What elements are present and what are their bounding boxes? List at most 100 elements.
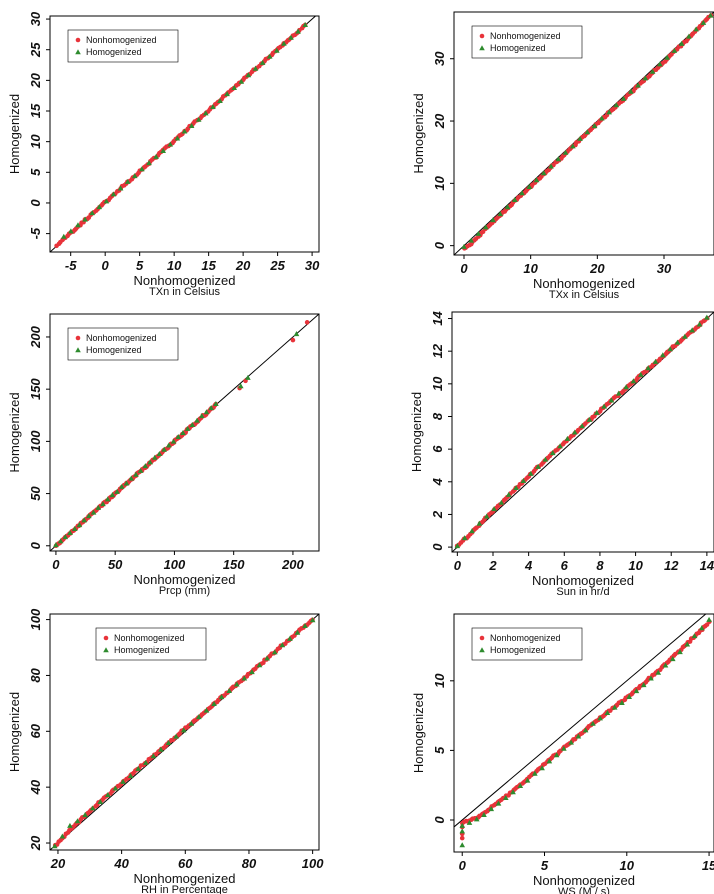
legend-box	[67, 327, 179, 361]
data-points	[454, 314, 710, 549]
homogenized-point	[264, 655, 270, 661]
homogenized-point	[245, 72, 252, 78]
y-axis-label: Homogenized	[409, 392, 424, 472]
homogenized-point	[684, 641, 691, 647]
homogenized-point	[137, 467, 144, 473]
y-tick-label: 4	[430, 477, 445, 486]
homogenized-point	[142, 463, 149, 469]
panel-prcp: 0 50 100 150 200050100150200NonhomogenizedPr…	[7, 313, 320, 597]
homogenized-point	[281, 40, 287, 46]
homogenized-point	[233, 681, 240, 687]
homogenized-point	[461, 535, 468, 541]
legend: Nonhomogenized Homogenized	[95, 627, 207, 661]
legend-homogenized-marker	[479, 45, 485, 51]
y-tick-label: 10	[28, 134, 43, 149]
legend-homogenized-label: Homogenized	[490, 645, 546, 655]
y-tick-label: 0	[430, 543, 445, 551]
homogenized-point	[81, 517, 87, 523]
y-axis-label: Homogenized	[411, 93, 426, 173]
homogenized-point	[110, 191, 117, 197]
homogenized-point	[502, 794, 509, 800]
homogenized-point	[532, 770, 538, 776]
homogenized-point	[524, 777, 531, 783]
y-tick-label: 14	[430, 311, 445, 326]
x-tick-label: 6	[561, 558, 569, 573]
homogenized-point	[620, 95, 627, 101]
homogenized-point	[674, 339, 681, 345]
homogenized-point	[82, 216, 88, 222]
y-tick-label: 60	[28, 723, 43, 738]
homogenized-point	[469, 528, 475, 534]
homogenized-point	[616, 390, 622, 396]
homogenized-point	[657, 61, 663, 67]
homogenized-point	[180, 727, 187, 733]
legend-homogenized-marker	[103, 647, 109, 653]
homogenized-point	[203, 110, 209, 116]
y-axis-label: Homogenized	[7, 692, 22, 772]
homogenized-point	[548, 163, 554, 169]
homogenized-point	[691, 633, 698, 639]
homogenized-point	[131, 173, 138, 179]
homogenized-point	[96, 204, 103, 210]
homogenized-point	[188, 720, 195, 726]
homogenized-point	[118, 483, 125, 489]
homogenized-point	[535, 463, 541, 469]
legend-nonhomogenized-marker	[103, 635, 109, 641]
homogenized-point	[476, 520, 483, 526]
homogenized-point	[570, 143, 576, 149]
homogenized-point	[586, 416, 593, 422]
homogenized-point	[161, 446, 167, 452]
homogenized-point	[593, 409, 600, 415]
legend-homogenized-label: Homogenized	[86, 345, 142, 355]
homogenized-point	[100, 501, 106, 507]
x-tick-label: 5	[541, 858, 549, 873]
homogenized-point	[640, 682, 647, 688]
homogenized-point	[293, 331, 300, 337]
homogenized-point	[667, 346, 673, 352]
x-tick-label: 12	[664, 558, 679, 573]
homogenized-point	[495, 800, 502, 806]
homogenized-point	[90, 509, 97, 515]
homogenized-point	[628, 88, 634, 94]
nonhomogenized-point	[290, 337, 296, 343]
homogenized-point	[579, 423, 585, 429]
legend-nonhomogenized-label: Nonhomogenized	[490, 31, 561, 41]
homogenized-point	[217, 97, 223, 103]
legend-nonhomogenized-label: Nonhomogenized	[490, 633, 561, 643]
homogenized-point	[104, 496, 111, 502]
homogenized-point	[511, 197, 518, 203]
homogenized-point	[302, 22, 309, 28]
homogenized-point	[575, 733, 582, 739]
homogenized-point	[105, 791, 111, 798]
homogenized-point	[112, 785, 119, 791]
homogenized-point	[630, 378, 637, 384]
homogenized-point	[271, 649, 278, 655]
legend-box	[471, 627, 583, 661]
y-axis-label: Homogenized	[411, 693, 426, 773]
homogenized-point	[481, 811, 487, 817]
homogenized-point	[533, 177, 540, 183]
x-axis-label: Nonhomogenized	[134, 273, 236, 288]
legend-nonhomogenized-marker	[479, 33, 485, 39]
homogenized-point	[67, 529, 73, 535]
x-tick-label: 60	[178, 856, 193, 871]
legend-homogenized-marker	[75, 347, 81, 353]
x-tick-label: 20	[589, 261, 605, 276]
y-tick-label: 10	[432, 175, 447, 190]
homogenized-point	[461, 243, 467, 249]
homogenized-point	[541, 170, 547, 176]
legend: Nonhomogenized Homogenized	[67, 29, 179, 63]
y-tick-label: 0	[432, 241, 447, 249]
x-tick-label: 25	[269, 258, 285, 273]
y-axis-label: Homogenized	[7, 392, 22, 472]
homogenized-point	[68, 228, 74, 234]
homogenized-point	[165, 739, 172, 745]
y-tick-label: 100	[28, 430, 43, 452]
x-axis-sublabel: RH in Percentage	[141, 884, 228, 894]
homogenized-point	[466, 819, 473, 825]
x-tick-label: 10	[620, 858, 635, 873]
homogenized-point	[689, 327, 695, 333]
homogenized-point	[635, 82, 641, 88]
